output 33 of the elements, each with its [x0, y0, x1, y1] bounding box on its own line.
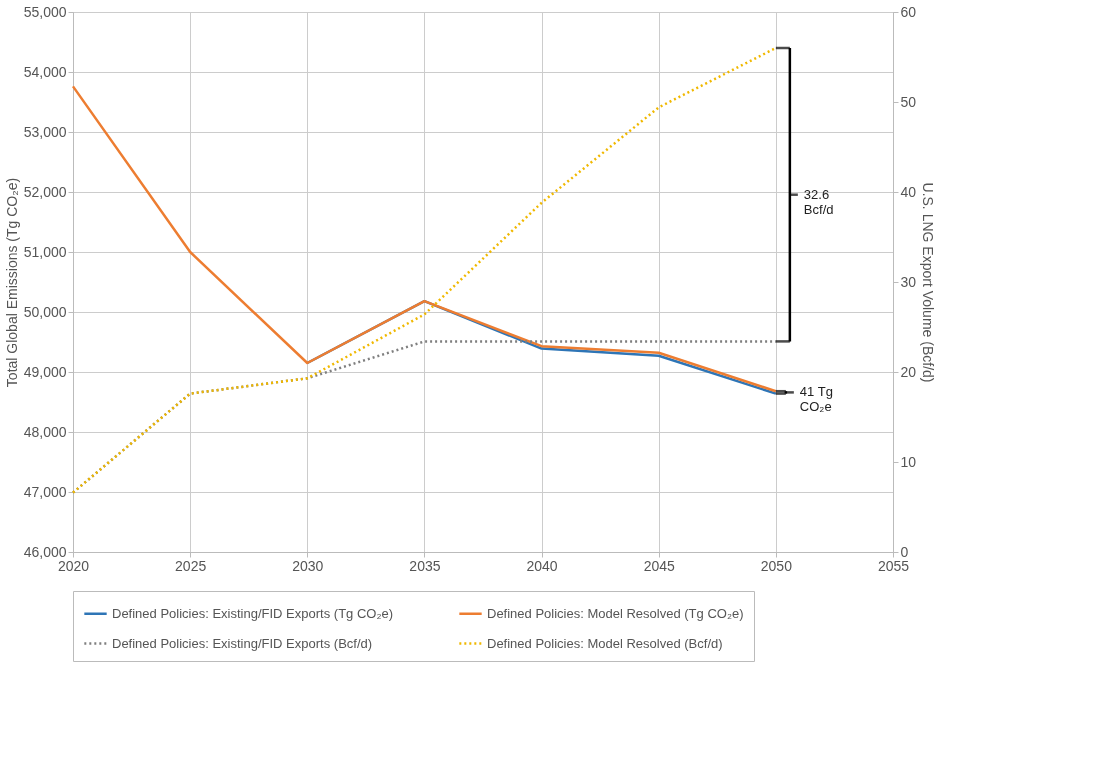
x-tick-label: 2055: [877, 557, 910, 574]
legend-label: Defined Policies: Model Resolved (Bcf/d): [487, 635, 723, 651]
x-tick-label: 2030: [292, 557, 324, 574]
y-tick-label: 50,000: [23, 303, 67, 320]
annotation: 32.6 Bcf/d: [803, 186, 834, 217]
y2-tick-label: 0: [900, 543, 909, 560]
x-tick-label: 2035: [409, 557, 441, 574]
x-tick-label: 2020: [57, 557, 90, 574]
legend-label: Defined Policies: Model Resolved (Tg CO₂e): [487, 605, 744, 621]
y-tick-label: 53,000: [23, 123, 67, 140]
y-tick-label: 55,000: [23, 3, 67, 20]
legend-label: Defined Policies: Existing/FID Exports (Tg CO₂e): [112, 605, 394, 621]
y2-tick-label: 50: [900, 93, 917, 110]
y-tick-label: 48,000: [23, 423, 67, 440]
x-tick-label: 2050: [760, 557, 793, 574]
annotation: 41 Tg CO₂e: [799, 384, 833, 415]
y-tick-label: 52,000: [23, 183, 67, 200]
x-tick-label: 2045: [643, 557, 675, 574]
y2-tick-label: 30: [900, 273, 917, 290]
y2-tick-label: 10: [900, 453, 917, 470]
y-tick-label: 54,000: [23, 63, 67, 80]
y2-tick-label: 20: [900, 363, 917, 380]
y2-axis-title: U.S. LNG Export Volume (Bcf/d): [920, 182, 937, 383]
x-tick-label: 2025: [175, 557, 207, 574]
y2-tick-label: 60: [900, 3, 917, 20]
y-tick-label: 49,000: [23, 363, 67, 380]
y-tick-label: 51,000: [23, 243, 67, 260]
y-tick-label: 47,000: [23, 483, 67, 500]
y2-tick-label: 40: [900, 183, 917, 200]
y-axis-title: Total Global Emissions (Tg CO₂e): [3, 177, 20, 388]
y-tick-label: 46,000: [23, 543, 67, 560]
legend-label: Defined Policies: Existing/FID Exports (Bcf/d): [112, 635, 373, 651]
x-tick-label: 2040: [526, 557, 558, 574]
